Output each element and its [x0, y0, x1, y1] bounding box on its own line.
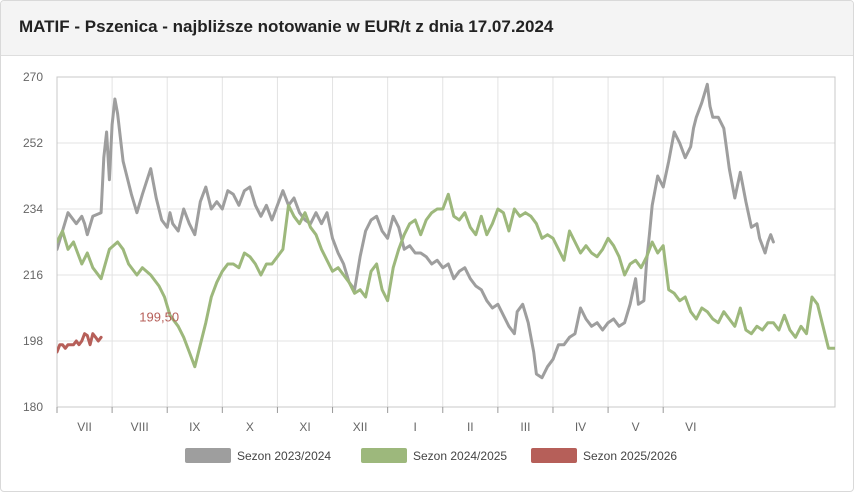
x-tick-label: XII — [353, 420, 368, 434]
x-tick-label: IV — [575, 420, 586, 434]
y-axis: 180 198 216 234 252 270 — [23, 70, 43, 414]
x-tick-label: V — [632, 420, 640, 434]
legend-item[interactable]: Sezon 2023/2024 — [185, 448, 331, 463]
x-tick-label: VIII — [131, 420, 149, 434]
chart-title: MATIF - Pszenica - najbliższe notowanie … — [19, 17, 554, 36]
grid — [56, 76, 836, 408]
legend-label: Sezon 2023/2024 — [237, 449, 331, 463]
last-value-label: 199,50 — [139, 310, 179, 325]
x-tick-label: I — [414, 420, 417, 434]
legend-swatch — [185, 448, 231, 463]
y-tick-label: 270 — [23, 70, 43, 84]
card-header: MATIF - Pszenica - najbliższe notowanie … — [1, 1, 853, 56]
series-line-2025-2026 — [57, 332, 103, 354]
plot-frame — [56, 76, 836, 408]
x-tick-label: X — [246, 420, 254, 434]
legend-item[interactable]: Sezon 2025/2026 — [531, 448, 677, 463]
x-tick-label: II — [467, 420, 474, 434]
series-line-2023-2024 — [57, 82, 775, 380]
y-tick-label: 216 — [23, 268, 43, 282]
legend-swatch — [531, 448, 577, 463]
x-tick-label: IX — [189, 420, 200, 434]
series-lines — [57, 82, 835, 380]
annotations: 199,50 — [139, 310, 179, 325]
x-tick-label: VI — [685, 420, 696, 434]
x-tick-label: VII — [77, 420, 92, 434]
legend-item[interactable]: Sezon 2024/2025 — [361, 448, 507, 463]
x-tick-label: XI — [299, 420, 310, 434]
series-line-2024-2025 — [57, 192, 835, 369]
legend-label: Sezon 2024/2025 — [413, 449, 507, 463]
y-tick-label: 198 — [23, 334, 43, 348]
y-tick-label: 234 — [23, 202, 43, 216]
y-tick-label: 180 — [23, 400, 43, 414]
legend-swatch — [361, 448, 407, 463]
legend-label: Sezon 2025/2026 — [583, 449, 677, 463]
y-tick-label: 252 — [23, 136, 43, 150]
legend[interactable]: Sezon 2023/2024 Sezon 2024/2025 Sezon 2025… — [185, 448, 677, 463]
x-axis: VII VIII IX X XI XII I II III IV V VI — [56, 407, 696, 434]
x-tick-label: III — [520, 420, 530, 434]
